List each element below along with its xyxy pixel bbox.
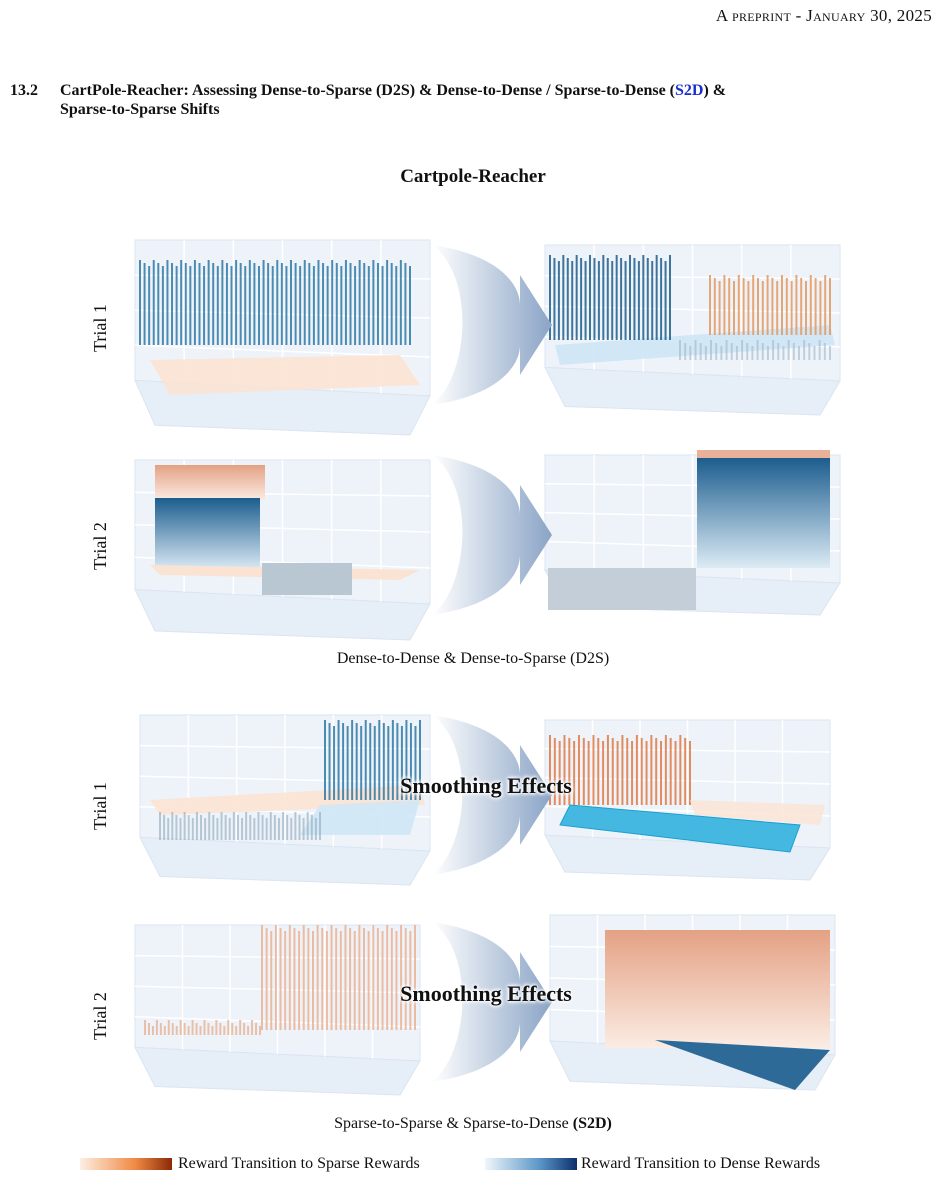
arrow (432, 245, 552, 405)
row-label: Trial 1 (90, 304, 110, 352)
section-heading: 13.2 CartPole-Reacher: Assessing Dense-to… (10, 81, 726, 119)
annotation: Smoothing Effects (400, 773, 572, 798)
arrow (432, 455, 552, 615)
caption-text: Sparse-to-Sparse & Sparse-to-Dense (334, 1115, 573, 1132)
annotation: Smoothing Effects (400, 981, 572, 1006)
surface (690, 800, 825, 825)
surface (150, 355, 420, 395)
legend-swatch (485, 1158, 577, 1170)
surface (605, 930, 830, 1048)
arrow (432, 922, 552, 1082)
page-header: A preprint - January 30, 2025 (715, 6, 932, 25)
section-title: Sparse-to-Sparse Shifts (60, 101, 220, 118)
surface (262, 563, 352, 595)
surface (697, 458, 830, 568)
figure-caption: Sparse-to-Sparse & Sparse-to-Dense (S2D) (0, 1115, 946, 1133)
row-label: Trial 2 (90, 522, 110, 570)
section-number: 13.2 (10, 82, 38, 99)
panel-grid (139, 744, 431, 750)
figure-title: Cartpole-Reacher (400, 166, 546, 187)
section-title: CartPole-Reacher: Assessing Dense-to-Spa… (60, 82, 675, 99)
figure-caption: Dense-to-Dense & Dense-to-Sparse (D2S) (336, 650, 610, 667)
section-title: ) & (703, 82, 727, 99)
surface (655, 1040, 830, 1090)
surface (155, 465, 265, 500)
panel-grid (134, 344, 431, 358)
surface (548, 568, 696, 610)
surface (559, 804, 801, 853)
surface (155, 498, 260, 570)
legend-label: Reward Transition to Dense Rewards (581, 1155, 821, 1172)
panel-grid (139, 775, 431, 784)
legend-label: Reward Transition to Sparse Rewards (178, 1155, 420, 1172)
section-link[interactable]: S2D (675, 82, 704, 99)
surface (300, 800, 420, 835)
arrow (432, 715, 552, 875)
legend-swatch (80, 1158, 172, 1170)
caption-text: (S2D) (572, 1115, 612, 1132)
